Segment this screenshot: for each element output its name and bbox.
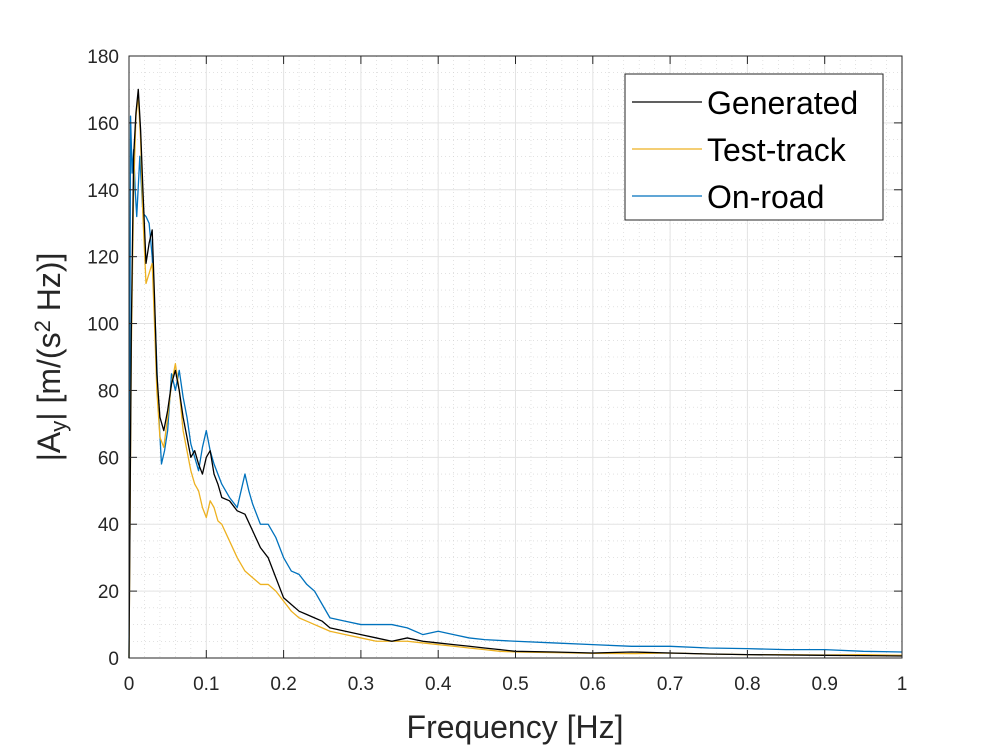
- y-tick-labels: 0 20 40 60 80 100 120 140 160 180: [87, 47, 119, 670]
- legend-label-generated: Generated: [707, 85, 858, 121]
- legend-label-on-road: On-road: [707, 179, 824, 215]
- y-axis-title-suffix: Hz)]: [31, 253, 67, 321]
- x-tick-label: 0.7: [657, 674, 683, 695]
- ticks: [128, 55, 903, 659]
- y-axis-title-superscript: 2: [30, 320, 55, 332]
- x-tick-label: 0.4: [425, 674, 452, 695]
- x-tick-label: 0.5: [502, 674, 528, 695]
- y-axis-title-middle: | [m/(s: [31, 332, 67, 420]
- legend-box: [624, 73, 884, 221]
- y-tick-label: 160: [87, 114, 119, 135]
- y-axis-title-subscript: y: [46, 421, 71, 432]
- y-tick-label: 0: [108, 649, 119, 670]
- x-tick-labels: 0 0.1 0.2 0.3 0.4 0.5 0.6 0.7 0.8 0.9 1: [124, 674, 908, 695]
- x-tick-label: 0.2: [270, 674, 296, 695]
- x-tick-label: 0.9: [811, 674, 837, 695]
- x-tick-label: 0.8: [734, 674, 760, 695]
- y-axis-title: |Ay| [m/(s2 Hz)]: [30, 253, 70, 462]
- x-tick-label: 0.6: [580, 674, 606, 695]
- y-tick-label: 60: [98, 448, 119, 469]
- y-tick-label: 120: [87, 248, 119, 269]
- y-tick-label: 80: [98, 381, 119, 402]
- x-axis-title: Frequency [Hz]: [407, 709, 624, 745]
- y-tick-label: 180: [87, 47, 119, 68]
- legend-label-test-track: Test-track: [707, 132, 847, 168]
- legend: Generated Test-track On-road: [624, 73, 884, 221]
- series-layer: [128, 88, 903, 659]
- x-tick-label: 0: [124, 674, 135, 695]
- y-tick-label: 100: [87, 315, 119, 336]
- x-tick-label: 0.3: [348, 674, 374, 695]
- y-axis-title-prefix: |A: [31, 431, 67, 461]
- x-tick-label: 0.1: [193, 674, 219, 695]
- x-tick-label: 1: [897, 674, 908, 695]
- y-tick-label: 20: [98, 582, 119, 603]
- y-tick-label: 40: [98, 515, 119, 536]
- y-tick-label: 140: [87, 181, 119, 202]
- series-line-generated: [128, 88, 903, 659]
